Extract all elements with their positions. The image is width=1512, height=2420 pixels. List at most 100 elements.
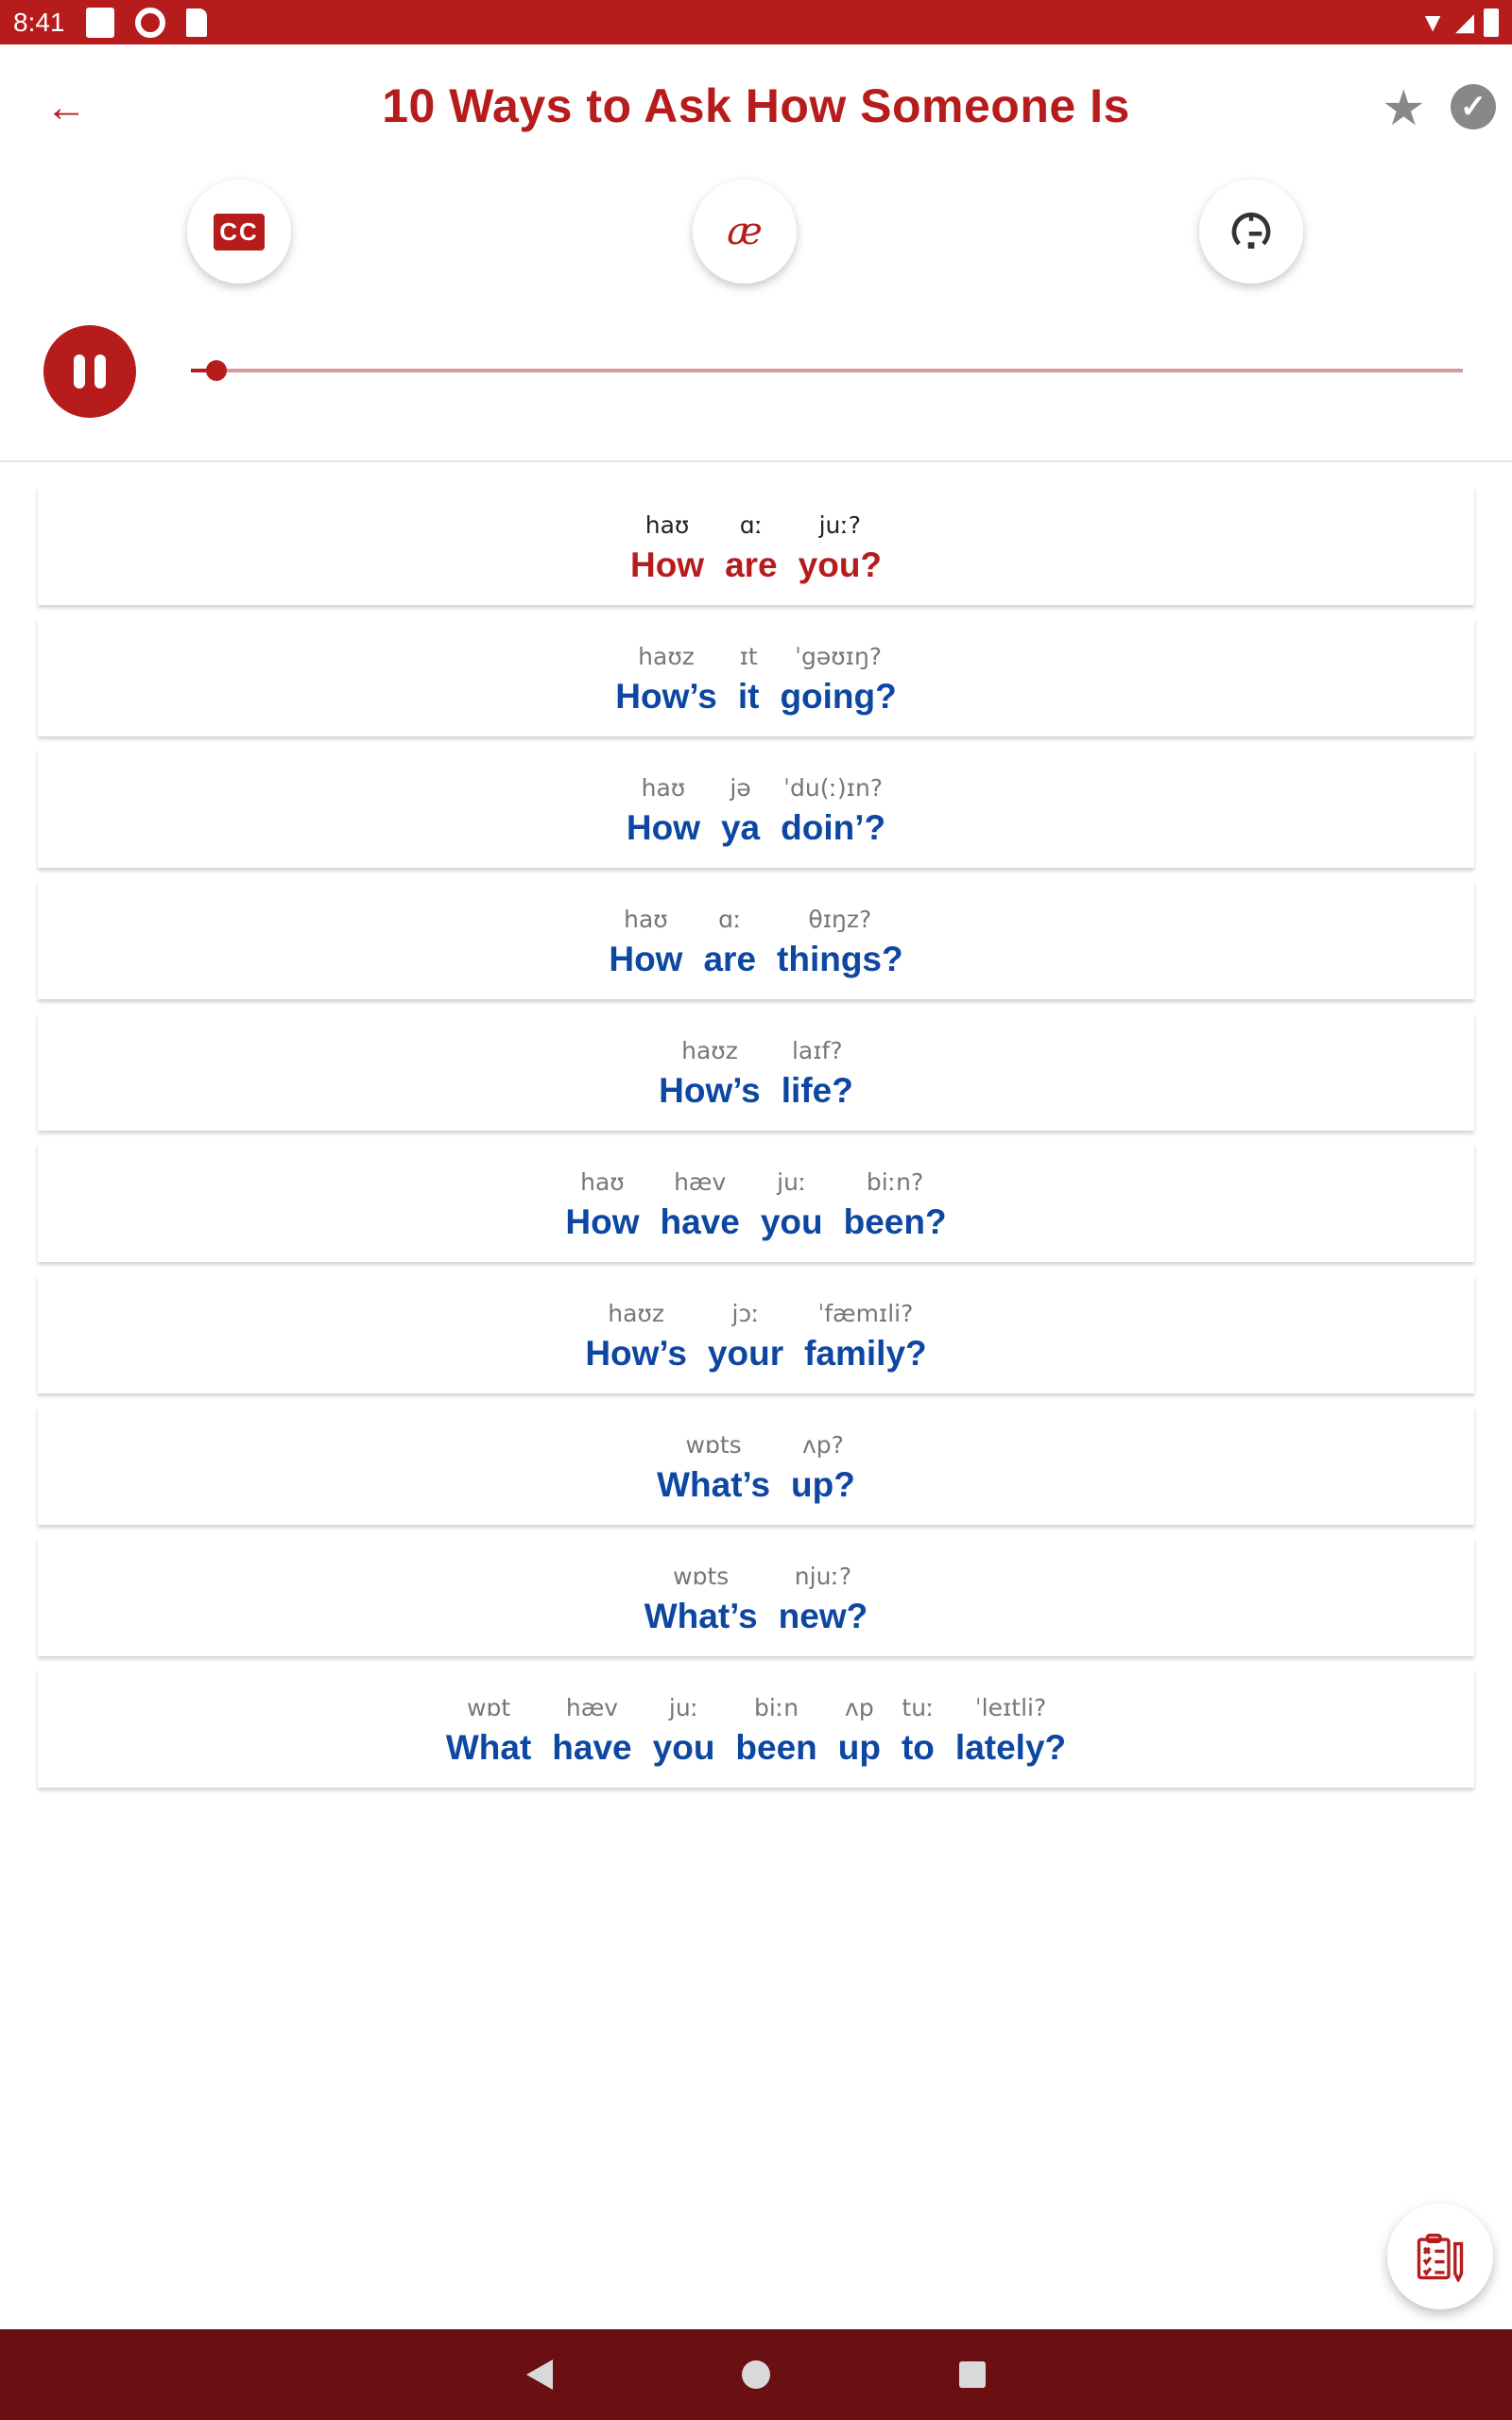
phrase-word[interactable]: juː you [653,1694,715,1768]
word-text: up [837,1727,881,1767]
ipa-transcription: haʊz [638,642,695,670]
phrase-word[interactable]: jɔː your [708,1300,783,1374]
phrase-word[interactable]: hæv have [661,1168,740,1242]
status-time: 8:41 [13,7,65,37]
phrase-word[interactable]: laɪf? life? [782,1037,853,1111]
check-circle-icon[interactable]: ✓ [1451,84,1496,130]
nav-home-icon[interactable] [742,2360,770,2389]
ipa-transcription: juː [777,1167,807,1196]
nav-recents-icon[interactable] [959,2361,986,2388]
phrase-word[interactable]: tuː to [902,1694,935,1768]
ipa-transcription: hæv [674,1167,727,1196]
slider-thumb[interactable] [205,360,227,381]
word-text: you [760,1201,823,1241]
ipa-transcription: haʊz [681,1036,738,1064]
phrase-card[interactable]: wɒts What’s njuː? new? [38,1538,1474,1656]
word-text: life? [781,1070,853,1110]
phrase-word[interactable]: ˈfæmɪli? family? [804,1300,927,1374]
phrase-word[interactable]: ˈgəʊɪŋ? going? [780,643,896,717]
audio-progress-slider[interactable] [191,369,1463,372]
phrase-card[interactable]: haʊ How ɑː are juː? you? [38,487,1474,605]
progress-fill [191,369,216,372]
ipa-transcription: haʊ [641,773,686,802]
phrase-word[interactable]: njuː? new? [779,1563,868,1636]
word-text: things? [777,939,903,978]
phrase-list: haʊ How ɑː are juː? you? haʊz How’s ɪt it ˈgəʊɪŋ? g… [38,487,1474,1801]
captions-button[interactable]: CC [187,180,291,284]
phrase-word[interactable]: biːn been [735,1694,816,1768]
ipa-transcription: wɒt [467,1693,511,1721]
word-text: lately? [954,1727,1067,1767]
phrase-word[interactable]: wɒts What’s [657,1431,770,1505]
phrase-word[interactable]: biːn? been? [844,1168,947,1242]
back-arrow-icon[interactable]: ← [45,84,87,130]
word-text: What’s [657,1464,771,1504]
phrase-word[interactable]: ʌp up [838,1694,881,1768]
phrase-word[interactable]: hæv have [552,1694,631,1768]
phrase-card[interactable]: wɒts What’s ʌp? up? [38,1407,1474,1525]
ipa-transcription: haʊ [580,1167,625,1196]
phrase-card[interactable]: haʊz How’s jɔː your ˈfæmɪli? family? [38,1275,1474,1393]
phrase-card[interactable]: haʊ How hæv have juː you biːn? been? [38,1144,1474,1262]
phrase-word[interactable]: ˈdu(ː)ɪn? doin’? [781,774,885,848]
word-text: are [703,939,757,978]
star-icon[interactable]: ★ [1382,81,1426,136]
word-text: family? [804,1333,927,1373]
ipa-transcription: ʌp? [801,1430,844,1459]
ipa-transcription: haʊ [644,510,690,539]
phrase-word[interactable]: haʊz How’s [615,643,717,717]
word-text: doin’? [781,807,886,847]
phrase-word[interactable]: ˈleɪtli? lately? [955,1694,1066,1768]
phrase-card[interactable]: haʊ How ɑː are θɪŋz? things? [38,881,1474,999]
phrase-card[interactable]: wɒt What hæv have juː you biːn been ʌp up tuː to ˈle… [38,1669,1474,1788]
word-text: your [707,1333,784,1373]
ipa-transcription: ˈleɪtli? [974,1693,1047,1721]
ipa-button[interactable]: æ [693,180,797,284]
phrase-word[interactable]: haʊz How’s [585,1300,687,1374]
phrase-word[interactable]: ɑː are [703,906,756,979]
speed-button[interactable] [1199,180,1303,284]
phrase-word[interactable]: juː? you? [799,511,882,585]
phrase-word[interactable]: haʊ How [609,906,682,979]
phrase-word[interactable]: haʊ How [565,1168,639,1242]
phrase-word[interactable]: ʌp? up? [791,1431,855,1505]
phrase-card[interactable]: haʊz How’s laɪf? life? [38,1012,1474,1131]
nav-back-icon[interactable] [526,2360,553,2390]
word-text: it [737,676,760,716]
phrase-card[interactable]: haʊz How’s ɪt it ˈgəʊɪŋ? going? [38,618,1474,736]
word-text: What’s [644,1596,758,1635]
ipa-transcription: haʊ [624,905,668,933]
phrase-word[interactable]: wɒt What [446,1694,531,1768]
phrase-word[interactable]: wɒts What’s [644,1563,758,1636]
ipa-transcription: ʌp [845,1693,874,1721]
word-text: How’s [585,1333,687,1373]
ipa-icon: æ [727,210,763,253]
word-text: ya [720,807,761,847]
ipa-transcription: hæv [565,1693,619,1721]
phrase-word[interactable]: θɪŋz? things? [777,906,903,979]
ipa-transcription: wɒts [673,1562,730,1590]
quiz-button[interactable] [1387,2204,1493,2309]
signal-icon: ◢ [1455,8,1474,36]
word-text: are [725,544,778,584]
phrase-word[interactable]: juː you [761,1168,823,1242]
phrase-word[interactable]: haʊ How [627,774,700,848]
phrase-card[interactable]: haʊ How jə ya ˈdu(ː)ɪn? doin’? [38,750,1474,868]
pause-button[interactable] [43,325,136,418]
phrase-word[interactable]: haʊ How [630,511,704,585]
phrase-word[interactable]: ɪt it [738,643,760,717]
word-text: How’s [659,1070,761,1110]
phrase-word[interactable]: haʊz How’s [659,1037,761,1111]
word-text: to [901,1727,935,1767]
ipa-transcription: ˈfæmɪli? [817,1299,914,1327]
ipa-transcription: laɪf? [791,1036,843,1064]
ipa-transcription: biːn [754,1693,799,1721]
status-bar: 8:41 ▼ ◢ [0,0,1512,44]
phrase-word[interactable]: jə ya [721,774,760,848]
ipa-transcription: wɒts [685,1430,742,1459]
word-text: been? [843,1201,947,1241]
clipboard-checklist-icon [1417,2233,1464,2282]
ipa-transcription: ɪt [739,642,758,670]
phrase-word[interactable]: ɑː are [725,511,778,585]
page-title: 10 Ways to Ask How Someone Is [382,79,1130,132]
